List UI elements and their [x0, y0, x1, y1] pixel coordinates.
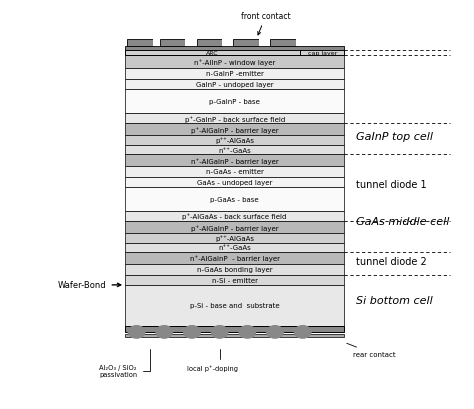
Text: Si bottom cell: Si bottom cell — [356, 295, 432, 306]
Bar — [125, 146, 344, 155]
Bar — [125, 177, 344, 188]
Bar — [125, 334, 344, 337]
Bar — [125, 253, 344, 264]
Bar — [125, 136, 344, 146]
Bar — [185, 40, 197, 47]
Text: p-GaInP - base: p-GaInP - base — [209, 99, 260, 105]
Bar — [234, 40, 259, 47]
Text: p⁺-AlGaAs - back surface field: p⁺-AlGaAs - back surface field — [182, 213, 287, 220]
Bar — [125, 166, 344, 177]
Bar — [296, 40, 344, 47]
Bar — [125, 326, 344, 332]
Bar — [125, 69, 344, 80]
Text: tunnel diode 1: tunnel diode 1 — [356, 180, 427, 189]
Circle shape — [128, 326, 145, 338]
Bar — [125, 188, 344, 211]
Circle shape — [183, 326, 200, 338]
Bar — [259, 40, 270, 47]
Bar — [125, 222, 344, 234]
Bar — [153, 40, 160, 47]
Text: n⁺⁺-GaAs: n⁺⁺-GaAs — [218, 245, 251, 251]
Text: n-GaInP -emitter: n-GaInP -emitter — [206, 71, 264, 77]
Text: n⁺⁺-GaAs: n⁺⁺-GaAs — [218, 147, 251, 153]
Bar — [125, 124, 344, 136]
Text: rear contact: rear contact — [347, 344, 395, 357]
Text: n⁺-AlGaInP - barrier layer: n⁺-AlGaInP - barrier layer — [191, 157, 279, 164]
Text: front contact: front contact — [241, 12, 291, 36]
Text: p⁺⁺-AlGaAs: p⁺⁺-AlGaAs — [215, 137, 254, 144]
Bar — [125, 90, 344, 114]
Bar — [125, 80, 344, 90]
Circle shape — [211, 326, 228, 338]
Text: local p⁺-doping: local p⁺-doping — [187, 349, 238, 371]
Text: n-GaAs - emitter: n-GaAs - emitter — [206, 169, 264, 175]
Text: n⁺-AlGaInP  - barrier layer: n⁺-AlGaInP - barrier layer — [190, 255, 280, 262]
Bar — [125, 211, 344, 222]
Text: GaInP - undoped layer: GaInP - undoped layer — [196, 82, 273, 88]
Text: GaAs - undoped layer: GaAs - undoped layer — [197, 180, 273, 186]
Circle shape — [294, 326, 311, 338]
Text: Al₂O₃ / SiO₂
passivation: Al₂O₃ / SiO₂ passivation — [99, 349, 150, 378]
Text: p⁺-AlGaInP - barrier layer: p⁺-AlGaInP - barrier layer — [191, 127, 278, 133]
Text: p-GaAs - base: p-GaAs - base — [210, 197, 259, 202]
Bar — [270, 40, 296, 47]
Text: n-Si - emitter: n-Si - emitter — [211, 277, 258, 283]
Bar — [125, 275, 344, 285]
Bar — [125, 285, 344, 326]
Text: p⁺⁺-AlGaAs: p⁺⁺-AlGaAs — [215, 235, 254, 242]
Text: p⁺-AlGaInP - barrier layer: p⁺-AlGaInP - barrier layer — [191, 224, 278, 231]
Text: GaAs middle cell: GaAs middle cell — [356, 217, 449, 227]
Bar — [128, 40, 153, 47]
Circle shape — [156, 326, 173, 338]
Bar — [125, 51, 344, 56]
Text: cap layer: cap layer — [308, 51, 337, 56]
Bar — [125, 114, 344, 124]
Bar — [197, 40, 222, 47]
Bar — [125, 234, 344, 243]
Circle shape — [267, 326, 283, 338]
Text: p-Si - base and  substrate: p-Si - base and substrate — [190, 303, 280, 309]
Bar — [125, 47, 344, 51]
Bar — [222, 40, 234, 47]
Bar — [125, 56, 344, 69]
Text: n⁺-AlInP - window layer: n⁺-AlInP - window layer — [194, 59, 275, 66]
Text: Wafer-Bond: Wafer-Bond — [58, 281, 121, 290]
Bar — [125, 155, 344, 166]
Text: tunnel diode 2: tunnel diode 2 — [356, 257, 427, 267]
Text: p⁺-GaInP - back surface field: p⁺-GaInP - back surface field — [184, 115, 285, 122]
Bar — [125, 264, 344, 275]
Text: GaInP top cell: GaInP top cell — [356, 131, 433, 141]
Text: n-GaAs bonding layer: n-GaAs bonding layer — [197, 267, 273, 273]
Bar — [160, 40, 185, 47]
Circle shape — [239, 326, 255, 338]
Text: ARC: ARC — [206, 51, 219, 56]
Bar — [125, 243, 344, 253]
